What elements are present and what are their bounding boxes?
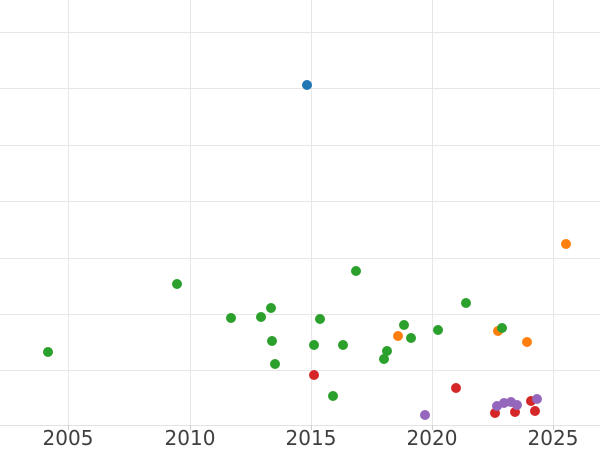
horizontal-gridline	[0, 370, 600, 371]
vertical-gridline	[311, 0, 312, 425]
x-tick-mark	[311, 425, 312, 430]
green-series-point	[315, 314, 325, 324]
green-series-point	[328, 391, 338, 401]
green-series-point	[338, 340, 348, 350]
x-axis-line	[0, 425, 600, 426]
horizontal-gridline	[0, 314, 600, 315]
blue-series-point	[302, 80, 312, 90]
orange-series-point	[522, 337, 532, 347]
horizontal-gridline	[0, 32, 600, 33]
purple-series-point	[532, 394, 542, 404]
red-series-point	[510, 407, 520, 417]
purple-series-point	[499, 398, 509, 408]
x-tick-label: 2005	[42, 426, 94, 450]
purple-series-point	[512, 400, 522, 410]
green-series-point	[382, 346, 392, 356]
vertical-gridline	[432, 0, 433, 425]
red-series-point	[309, 370, 319, 380]
green-series-point	[43, 347, 53, 357]
x-tick-mark	[553, 425, 554, 430]
green-series-point	[267, 336, 277, 346]
green-series-point	[379, 354, 389, 364]
green-series-point	[226, 313, 236, 323]
orange-series-point	[393, 331, 403, 341]
green-series-point	[399, 320, 409, 330]
x-tick-label: 2025	[527, 426, 579, 450]
horizontal-gridline	[0, 88, 600, 89]
x-tick-mark	[190, 425, 191, 430]
orange-series-point	[561, 239, 571, 249]
x-tick-mark	[68, 425, 69, 430]
x-tick-label: 2020	[406, 426, 458, 450]
green-series-point	[172, 279, 182, 289]
purple-series-point	[492, 401, 502, 411]
green-series-point	[256, 312, 266, 322]
x-tick-mark	[432, 425, 433, 430]
vertical-gridline	[68, 0, 69, 425]
vertical-gridline	[190, 0, 191, 425]
x-tick-label: 2010	[164, 426, 216, 450]
vertical-gridline	[553, 0, 554, 425]
green-series-point	[497, 323, 507, 333]
green-series-point	[270, 359, 280, 369]
horizontal-gridline	[0, 145, 600, 146]
green-series-point	[351, 266, 361, 276]
red-series-point	[490, 408, 500, 418]
red-series-point	[530, 406, 540, 416]
horizontal-gridline	[0, 201, 600, 202]
green-series-point	[461, 298, 471, 308]
red-series-point	[451, 383, 461, 393]
green-series-point	[266, 303, 276, 313]
purple-series-point	[420, 410, 430, 420]
green-series-point	[309, 340, 319, 350]
horizontal-gridline	[0, 258, 600, 259]
purple-series-point	[506, 397, 516, 407]
x-tick-label: 2015	[285, 426, 337, 450]
green-series-point	[433, 325, 443, 335]
red-series-point	[526, 396, 536, 406]
green-series-point	[406, 333, 416, 343]
